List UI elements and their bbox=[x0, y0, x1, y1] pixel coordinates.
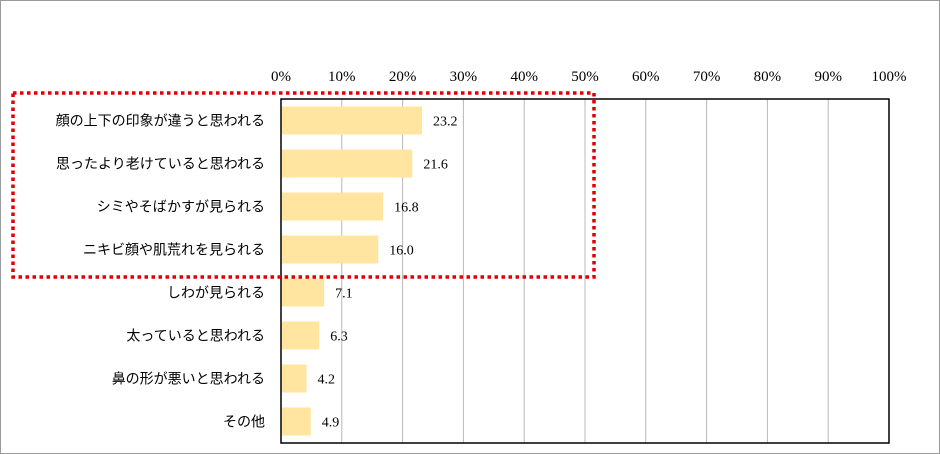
highlight-box bbox=[11, 91, 596, 279]
bar bbox=[282, 407, 311, 436]
x-tick-label: 0% bbox=[271, 69, 291, 85]
x-tick-label: 100% bbox=[872, 69, 907, 85]
bar bbox=[282, 149, 413, 178]
x-tick-label: 50% bbox=[571, 69, 599, 85]
data-label: 6.3 bbox=[330, 330, 348, 345]
x-tick-label: 60% bbox=[632, 69, 660, 85]
category-label: 鼻の形が悪いと思われる bbox=[112, 371, 265, 388]
category-label: 思ったより老けていると思われる bbox=[56, 157, 265, 173]
x-tick-label: 10% bbox=[328, 69, 356, 85]
data-label: 16.8 bbox=[394, 201, 419, 216]
category-label: 顔の上下の印象が違うと思われる bbox=[56, 114, 265, 130]
data-label: 23.2 bbox=[433, 115, 458, 130]
bar bbox=[282, 321, 320, 350]
x-tick-label: 80% bbox=[754, 69, 782, 85]
x-tick-label: 70% bbox=[693, 69, 721, 85]
x-tick-label: 20% bbox=[389, 69, 417, 85]
x-tick-label: 30% bbox=[450, 69, 478, 85]
category-label: その他 bbox=[223, 415, 265, 431]
data-label: 7.1 bbox=[335, 287, 353, 302]
data-label: 4.9 bbox=[322, 416, 340, 431]
plot-area-border bbox=[280, 98, 890, 444]
bar bbox=[282, 278, 325, 307]
bar bbox=[282, 106, 423, 135]
bar bbox=[282, 364, 307, 393]
bar bbox=[282, 192, 384, 221]
data-label: 4.2 bbox=[318, 373, 336, 388]
data-label: 21.6 bbox=[423, 158, 448, 173]
category-label: シミやそばかすが見られる bbox=[97, 200, 265, 216]
category-label: しわが見られる bbox=[167, 286, 265, 302]
category-label: 太っていると思われる bbox=[126, 329, 265, 345]
x-tick-label: 90% bbox=[814, 69, 842, 85]
x-tick-label: 40% bbox=[510, 69, 538, 85]
bar bbox=[282, 235, 379, 264]
data-label: 16.0 bbox=[389, 244, 414, 259]
category-label: ニキビ顔や肌荒れを見られる bbox=[83, 243, 265, 259]
